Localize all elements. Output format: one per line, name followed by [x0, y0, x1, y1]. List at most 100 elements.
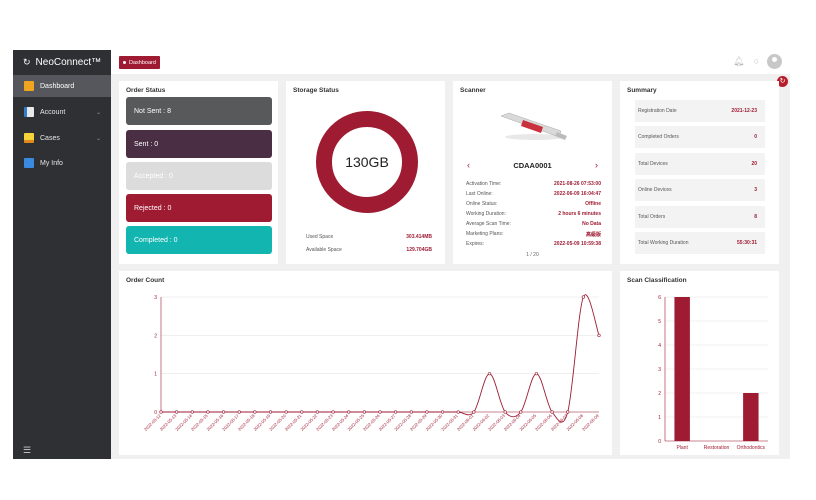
scanner-row-value: Offline: [585, 201, 601, 207]
order-status-label: Rejected : 0: [134, 204, 172, 212]
summary-row-label: Total Orders: [638, 214, 666, 220]
scanner-prev-button[interactable]: ‹: [467, 160, 470, 170]
summary-row: Total Devices 20: [635, 153, 765, 175]
storage-row-value: 129.704GB: [406, 247, 432, 253]
scanner-row-label: Online Status:: [466, 201, 498, 207]
settings-icon[interactable]: ○: [753, 56, 760, 66]
tab-dashboard[interactable]: Dashboard: [119, 56, 160, 69]
scanner-row: Average Scan Time: No Data: [466, 221, 601, 227]
order-count-point: [597, 333, 601, 337]
order-status-completed[interactable]: Completed : 0: [126, 226, 272, 254]
y-tick-label: 0: [658, 439, 661, 445]
order-count-point: [268, 410, 273, 414]
scanner-device-name: CDAA0001: [513, 161, 552, 170]
order-count-point: [362, 410, 366, 414]
home-icon: [24, 81, 34, 91]
y-tick-label: 4: [658, 343, 661, 349]
logo-icon: ↻: [23, 56, 31, 67]
order-count-point: [300, 410, 304, 414]
y-tick-label: 3: [154, 295, 157, 301]
scanner-device-image: [500, 112, 567, 140]
app-logo[interactable]: ↻ NeoConnect™: [13, 50, 111, 74]
order-count-point: [221, 410, 226, 414]
cases-icon: [24, 133, 34, 143]
y-tick-label: 6: [658, 295, 661, 301]
order-count-point: [534, 372, 539, 376]
chevron-down-icon: ⌄: [95, 135, 101, 142]
summary-row-value: 55:30:31: [736, 240, 757, 246]
summary-row-label: Total Working Duration: [638, 240, 689, 246]
order-count-point: [440, 410, 445, 414]
x-tick-label: Plant: [676, 445, 688, 451]
storage-total-label: 130GB: [345, 154, 389, 170]
bell-icon[interactable]: 🔔︎: [733, 56, 745, 66]
order-status-sent[interactable]: Sent : 0: [126, 130, 272, 158]
chart-title: Order Count: [126, 277, 165, 284]
scan-classification-bar: [743, 393, 759, 441]
scanner-row: Working Duration: 2 hours 6 minutes: [466, 211, 601, 217]
scan-classification-card: Scan Classification 0 1 2 3 4 5 6 Plant Restorat…: [620, 271, 779, 455]
order-status-label: Sent : 0: [134, 140, 159, 148]
order-status-not-sent[interactable]: Not Sent : 8: [126, 97, 272, 125]
scanner-pager: 1 / 20: [526, 252, 539, 258]
user-info-icon: [24, 158, 34, 168]
order-count-point: [519, 410, 523, 414]
x-tick-label: Orthodontics: [737, 445, 766, 451]
order-count-point: [394, 410, 398, 414]
order-count-point: [550, 410, 554, 414]
y-tick-label: 2: [658, 391, 661, 397]
scan-classification-bar: [674, 297, 690, 441]
order-count-card: Order Count 0 1 2 3 2022-05-12 2022-05-13 2022…: [119, 271, 612, 455]
order-status-label: Accepted : 0: [134, 172, 173, 180]
order-count-point: [237, 410, 241, 414]
card-title: Order Status: [126, 87, 166, 94]
refresh-icon[interactable]: ↻: [777, 76, 788, 87]
storage-used-row: Used Space 303.414MB: [306, 234, 432, 240]
scanner-row: Marketing Plans: 高級版: [466, 231, 601, 238]
scanner-row-label: Working Duration:: [466, 211, 506, 217]
summary-row: Total Working Duration 55:30:31: [635, 232, 765, 254]
storage-row-value: 303.414MB: [406, 234, 432, 240]
y-tick-label: 2: [154, 333, 157, 339]
scanner-row-value: 2021-08-26 07:53:00: [554, 181, 601, 187]
card-title: Storage Status: [293, 87, 339, 94]
tab-label: Dashboard: [129, 59, 156, 66]
order-count-point: [425, 410, 429, 414]
order-status-label: Completed : 0: [134, 236, 178, 244]
storage-row-label: Used Space: [306, 234, 334, 240]
order-count-point: [503, 410, 507, 414]
order-count-point: [456, 410, 460, 414]
order-count-point: [159, 410, 163, 414]
x-tick-label: Restoration: [704, 445, 730, 451]
order-count-point: [472, 410, 476, 414]
summary-row-label: Completed Orders: [638, 134, 679, 140]
summary-row: Completed Orders 0: [635, 126, 765, 148]
scanner-row-value: 2022-05-09 10:59:38: [554, 241, 601, 247]
sidebar-item-cases[interactable]: Cases ⌄: [13, 127, 111, 149]
scanner-row-value: No Data: [582, 221, 601, 227]
order-status-accepted[interactable]: Accepted : 0: [126, 162, 272, 190]
card-title: Summary: [627, 87, 657, 94]
scanner-next-button[interactable]: ›: [595, 160, 598, 170]
storage-row-label: Available Space: [306, 247, 342, 253]
scanner-row: Activation Time: 2021-08-26 07:53:00: [466, 181, 601, 187]
app-name: NeoConnect™: [35, 56, 102, 68]
summary-row-value: 3: [754, 187, 757, 193]
account-icon: [24, 107, 34, 117]
scanner-card: Scanner ‹ CDAA0001 › Activation Time: 202…: [453, 81, 612, 264]
scanner-row: Last Online: 2022-06-09 16:04:47: [466, 191, 601, 197]
y-tick-label: 1: [154, 372, 157, 378]
order-count-chart: 01232022-05-122022-05-132022-05-142022-0…: [143, 294, 601, 432]
scanner-row-label: Average Scan Time:: [466, 221, 511, 227]
order-status-rejected[interactable]: Rejected : 0: [126, 194, 272, 222]
y-tick-label: 5: [658, 319, 661, 325]
scanner-row-label: Expires:: [466, 241, 485, 247]
sidebar-item-my-info[interactable]: My Info: [13, 152, 111, 174]
sidebar-item-account[interactable]: Account ⌄: [13, 101, 111, 123]
scanner-row-label: Activation Time:: [466, 181, 502, 187]
sidebar-item-dashboard[interactable]: Dashboard: [13, 75, 111, 97]
order-count-point: [284, 410, 288, 414]
menu-collapse-icon[interactable]: ☰: [23, 445, 32, 455]
order-count-line: [160, 294, 600, 423]
avatar[interactable]: [767, 54, 782, 69]
